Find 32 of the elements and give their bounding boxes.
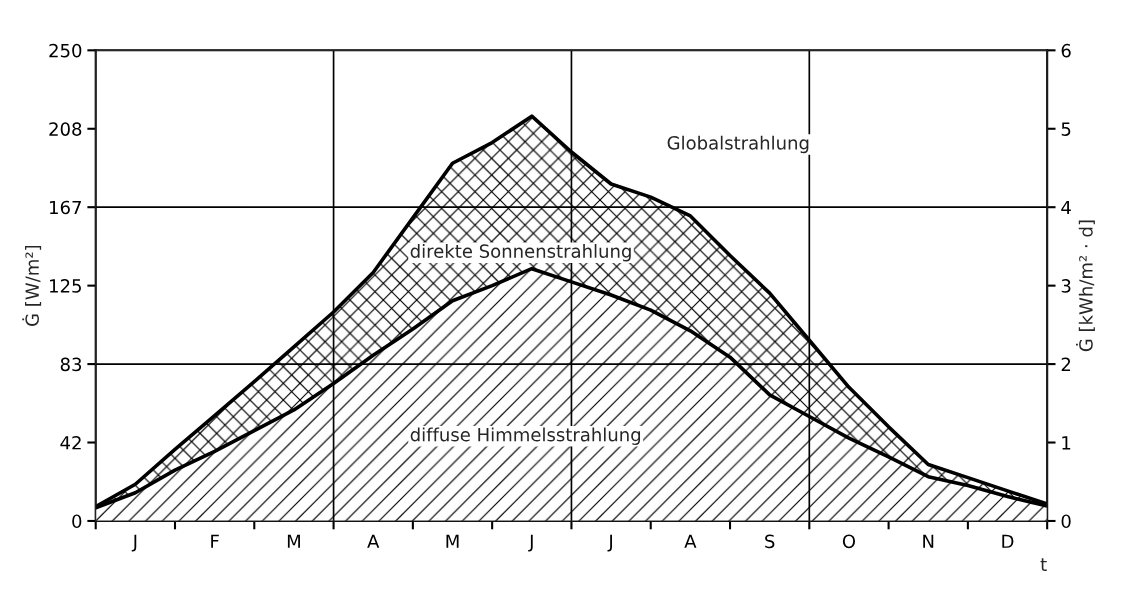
y-tick-label: 42 [60,435,81,450]
y-tick-label: 167 [50,200,81,215]
annotation: diffuse Himmelsstrahlung [410,427,641,445]
x-tick-label: J [528,534,533,552]
annotation: direkte Sonnenstrahlung [410,243,631,262]
x-axis-title: t [1040,558,1047,571]
y2-tick-label: 4 [1061,200,1071,215]
x-tick-label: F [211,534,219,548]
x-tick-label: D [1002,534,1014,548]
x-tick-label: M [287,534,300,548]
y-tick-label: 125 [50,279,81,293]
x-tick-label: S [765,534,775,549]
y-tick-label: 250 [49,43,82,58]
y2-tick-label: 1 [1062,436,1071,450]
x-tick-label: A [367,534,380,548]
y-tick-label: 83 [60,357,82,372]
y2-tick-label: 2 [1061,357,1071,371]
y2-tick-label: 0 [1061,514,1071,529]
y2-axis-title: Ġ [kWh/m² · d] [1076,220,1095,352]
y2-tick-label: 3 [1061,279,1071,293]
y-axis-title: Ġ [W/m²] [22,245,42,326]
x-tick-label: J [131,534,137,552]
x-tick-label: O [842,534,856,549]
y-tick-label: 0 [72,514,82,529]
y-tick-label: 208 [49,122,82,136]
y2-tick-label: 6 [1061,43,1071,58]
annotation: Globalstrahlung [667,135,809,154]
x-tick-label: M [446,534,459,548]
x-tick-label: N [923,534,934,548]
x-tick-label: A [684,534,697,548]
x-tick-label: J [607,534,612,552]
y2-tick-label: 5 [1061,122,1071,136]
